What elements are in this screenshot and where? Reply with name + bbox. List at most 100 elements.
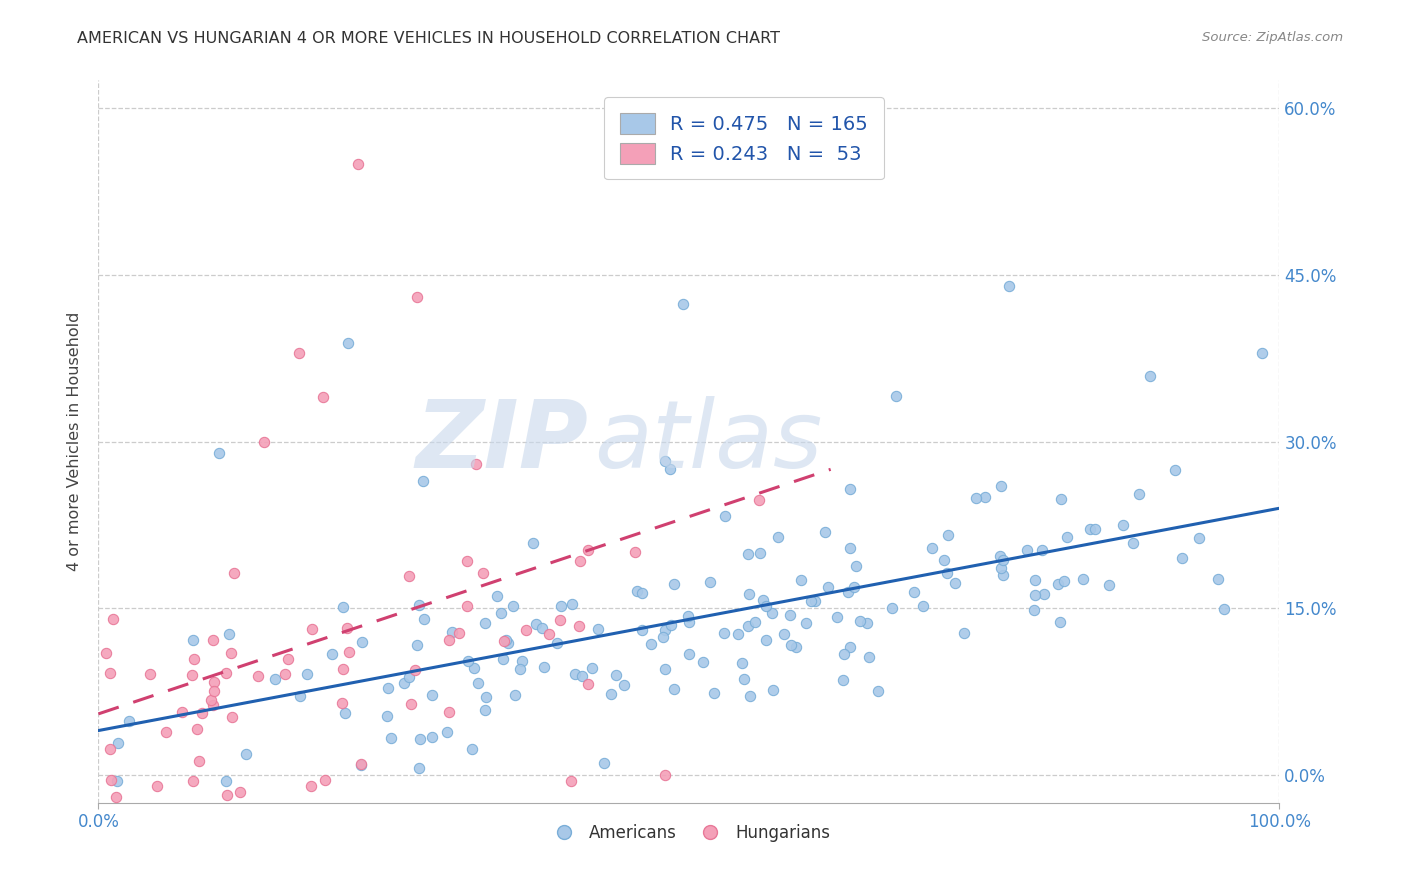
Point <box>692 655 714 669</box>
Point <box>699 574 721 589</box>
Point <box>662 577 685 591</box>
Point <box>1078 522 1101 536</box>
Point <box>785 640 807 654</box>
Point <box>804 594 827 608</box>
Point <box>842 580 865 594</box>
Point <box>659 618 682 632</box>
Point <box>568 618 591 632</box>
Point <box>737 619 759 633</box>
Point <box>277 652 299 666</box>
Point <box>613 678 636 692</box>
Point <box>336 621 359 635</box>
Text: ZIP: ZIP <box>416 395 589 488</box>
Point <box>738 587 761 601</box>
Point <box>515 623 537 637</box>
Point <box>884 389 907 403</box>
Point <box>550 599 572 613</box>
Point <box>672 297 695 311</box>
Point <box>457 654 479 668</box>
Point <box>1022 603 1045 617</box>
Point <box>312 390 335 404</box>
Point <box>98 665 121 680</box>
Point <box>404 663 426 677</box>
Point <box>413 612 436 626</box>
Point <box>186 722 208 736</box>
Point <box>779 607 801 622</box>
Point <box>474 616 496 631</box>
Point <box>441 624 464 639</box>
Point <box>974 490 997 504</box>
Point <box>921 541 943 556</box>
Point <box>456 554 478 568</box>
Point <box>744 615 766 629</box>
Point <box>437 632 460 647</box>
Point <box>652 630 675 644</box>
Point <box>408 762 430 776</box>
Point <box>456 599 478 614</box>
Point <box>623 545 645 559</box>
Point <box>858 650 880 665</box>
Point <box>187 754 209 768</box>
Point <box>1053 574 1076 588</box>
Point <box>749 546 772 560</box>
Point <box>336 335 359 350</box>
Point <box>335 706 357 720</box>
Point <box>437 705 460 719</box>
Point <box>208 446 231 460</box>
Point <box>731 656 754 670</box>
Point <box>219 646 242 660</box>
Point <box>349 756 371 771</box>
Point <box>849 614 872 628</box>
Point <box>1033 586 1056 600</box>
Point <box>496 636 519 650</box>
Point <box>330 697 353 711</box>
Point <box>662 681 685 696</box>
Point <box>571 669 593 683</box>
Point <box>420 730 443 744</box>
Point <box>817 580 839 594</box>
Point <box>640 637 662 651</box>
Point <box>467 675 489 690</box>
Point <box>605 667 627 681</box>
Point <box>934 553 956 567</box>
Point <box>1049 615 1071 629</box>
Point <box>1171 550 1194 565</box>
Point <box>626 583 648 598</box>
Point <box>838 482 860 496</box>
Point <box>155 725 177 739</box>
Point <box>492 633 515 648</box>
Point <box>183 652 205 666</box>
Point <box>138 667 160 681</box>
Point <box>533 659 555 673</box>
Point <box>654 768 676 782</box>
Point <box>181 668 204 682</box>
Point <box>1206 572 1229 586</box>
Point <box>247 669 270 683</box>
Point <box>839 640 862 654</box>
Point <box>505 688 527 702</box>
Point <box>990 479 1012 493</box>
Point <box>1164 463 1187 477</box>
Point <box>502 599 524 614</box>
Point <box>654 662 676 676</box>
Point <box>586 622 609 636</box>
Point <box>755 633 778 648</box>
Point <box>1024 573 1046 587</box>
Point <box>576 543 599 558</box>
Point <box>1098 578 1121 592</box>
Point <box>273 667 295 681</box>
Point <box>703 686 725 700</box>
Point <box>761 606 783 620</box>
Point <box>408 731 430 746</box>
Point <box>1024 588 1046 602</box>
Point <box>965 491 987 505</box>
Point <box>263 672 285 686</box>
Point <box>486 589 509 603</box>
Point <box>953 626 976 640</box>
Point <box>288 345 311 359</box>
Point <box>1046 577 1069 591</box>
Point <box>676 609 699 624</box>
Point <box>714 508 737 523</box>
Point <box>678 648 700 662</box>
Point <box>463 661 485 675</box>
